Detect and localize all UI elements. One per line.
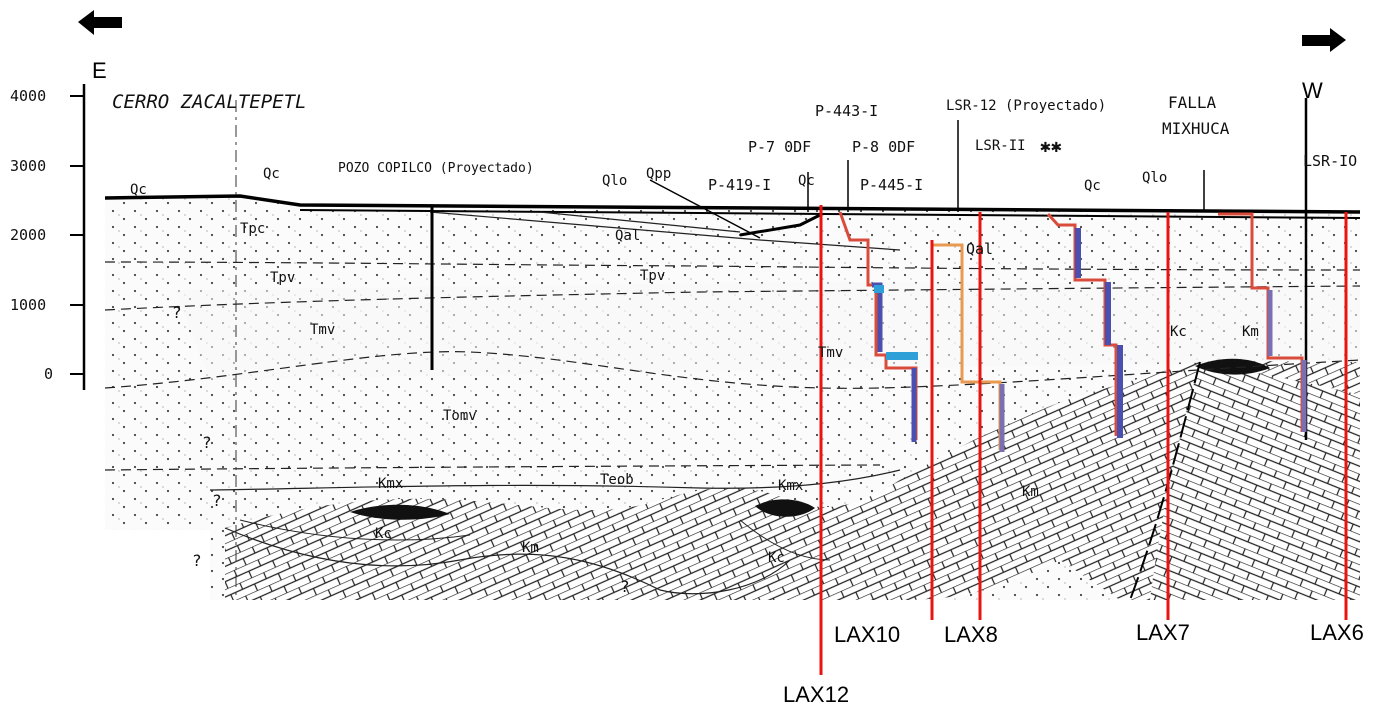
lax7-label: LAX7 [1136, 620, 1190, 645]
section-labels: CERRO ZACALTEPETL POZO COPILCO (Proyecta… [112, 91, 1357, 194]
unit-label: Qpp [646, 166, 671, 182]
unit-label: Qc [1084, 178, 1101, 194]
unit-label: Qal [966, 240, 993, 258]
unit-labels: Qc Qc Qc Qc Qlo Qlo Qpp Qal Qal Tpc Tpv … [130, 166, 1259, 596]
unit-label: Qlo [1142, 170, 1167, 186]
section-title: CERRO ZACALTEPETL [112, 91, 306, 113]
well-label: P-8 0DF [852, 138, 915, 156]
unit-label: ? [212, 491, 222, 510]
unit-label: ? [172, 303, 182, 322]
well-label: P-419-I [708, 176, 771, 194]
unit-label: Tpv [270, 270, 295, 286]
fault-label: FALLA [1168, 93, 1217, 112]
unit-label: Kc [375, 526, 392, 542]
unit-label: ? [202, 433, 212, 452]
well-label: P-443-I [815, 102, 878, 120]
right-arrow-icon [1302, 28, 1346, 52]
unit-label: Teob [600, 472, 634, 488]
asterisk-icon: ✱✱ [1040, 136, 1062, 157]
unit-label: Kmx [378, 476, 403, 492]
unit-label: ? [192, 551, 202, 570]
well-label: POZO COPILCO (Proyectado) [338, 161, 534, 176]
axis-tick-label: 2000 [10, 226, 46, 244]
unit-label: Km [1022, 484, 1039, 500]
axis-tick-label: 1000 [10, 296, 46, 314]
unit-label: Qc [263, 166, 280, 182]
unit-label: Km [522, 540, 539, 556]
unit-label: Tpc [240, 221, 265, 237]
unit-label: Km [1242, 324, 1259, 340]
unit-label: Tomv [443, 408, 477, 424]
kmx-lens [755, 499, 815, 517]
lax10-label: LAX10 [834, 622, 900, 647]
well-label: LSR-II [975, 138, 1026, 154]
geologic-section [104, 98, 1361, 601]
kmx-lens [1195, 358, 1270, 375]
left-arrow-icon [78, 10, 122, 35]
unit-label: Qc [130, 182, 147, 198]
unit-label: Kc [1170, 324, 1187, 340]
fault-label: MIXHUCA [1162, 119, 1230, 138]
well-label: P-7 0DF [748, 138, 811, 156]
unit-label: Tpv [640, 268, 665, 284]
east-label: E [92, 58, 107, 83]
lax6-label: LAX6 [1310, 620, 1364, 645]
lax-labels: LAX12 LAX10 LAX8 LAX7 LAX6 [783, 620, 1364, 707]
well-profiles [838, 211, 1307, 452]
lax-lines [819, 205, 1348, 675]
unit-label: Tmv [818, 345, 843, 361]
unit-label: Qc [798, 173, 815, 189]
unit-label: Kmx [778, 478, 803, 494]
depth-axis: 4000 3000 2000 1000 0 [10, 84, 86, 390]
well-label: LSR-IO [1303, 152, 1357, 170]
axis-tick-label: 0 [44, 365, 53, 383]
unit-label: Qal [615, 228, 640, 244]
lax8-label: LAX8 [944, 622, 998, 647]
west-label: W [1302, 78, 1323, 103]
unit-label: ? [620, 577, 630, 596]
unit-label: Tmv [310, 322, 335, 338]
unit-label: Qlo [602, 173, 627, 189]
well-label: LSR-12 (Proyectado) [946, 98, 1106, 114]
unit-label: Kc [768, 550, 785, 566]
well-label: P-445-I [860, 176, 923, 194]
axis-tick-label: 4000 [10, 87, 46, 105]
limestone-km [225, 361, 1360, 600]
kmx-lens [350, 504, 450, 520]
axis-tick-label: 3000 [10, 157, 46, 175]
lax12-label: LAX12 [783, 682, 849, 707]
